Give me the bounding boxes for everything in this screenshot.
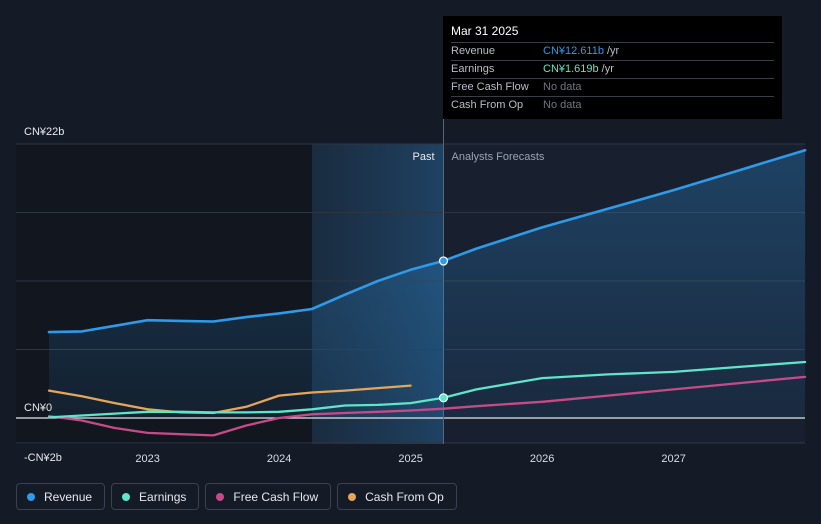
legend-item-free-cash-flow[interactable]: Free Cash Flow <box>205 483 332 510</box>
x-tick-label: 2025 <box>398 453 422 465</box>
tooltip-label: Earnings <box>451 63 495 75</box>
x-tick-label: 2027 <box>661 453 685 465</box>
tooltip-unit: /yr <box>601 63 614 75</box>
area-fills <box>49 150 806 418</box>
revenue-highlight-marker <box>438 256 449 266</box>
tooltip-unit: /yr <box>606 45 620 57</box>
legend-item-earnings[interactable]: Earnings <box>111 483 200 510</box>
line-chart: CN¥22b CN¥0 -CN¥2b 2023 2024 2025 2026 2027 Past… <box>16 94 807 465</box>
legend-label: Free Cash Flow <box>233 489 319 504</box>
tooltip-row-free-cash-flow: Free Cash Flow No data <box>451 78 774 96</box>
x-tick-label: 2023 <box>135 453 159 465</box>
legend-label: Cash From Op <box>365 489 444 504</box>
legend-label: Earnings <box>139 489 187 504</box>
y-tick-label: -CN¥2b <box>24 452 62 464</box>
revenue-area <box>49 150 806 418</box>
series-lines <box>47 148 807 437</box>
y-tick-label: CN¥22b <box>24 126 64 138</box>
past-label: Past <box>412 151 434 163</box>
tooltip-value: No data <box>543 99 582 111</box>
forecast-label: Analysts Forecasts <box>452 151 545 163</box>
tooltip-row-cash-from-op: Cash From Op No data <box>451 96 774 114</box>
earnings-dot-icon <box>122 492 131 501</box>
tooltip-label: Cash From Op <box>451 99 524 111</box>
highlight-markers <box>438 256 449 403</box>
tooltip-value: No data <box>543 81 582 93</box>
free-cash-flow-dot-icon <box>216 492 225 501</box>
y-tick-label: CN¥0 <box>24 402 52 414</box>
legend-label: Revenue <box>44 489 93 504</box>
x-tick-label: 2026 <box>530 453 554 465</box>
legend-item-revenue[interactable]: Revenue <box>16 483 106 510</box>
tooltip-label: Revenue <box>451 45 496 57</box>
legend-item-cash-from-op[interactable]: Cash From Op <box>337 483 457 510</box>
tooltip-row-revenue: Revenue CN¥12.611b /yr <box>451 42 774 60</box>
cash-from-op-dot-icon <box>348 492 357 501</box>
revenue-dot-icon <box>27 492 35 501</box>
tooltip-value: CN¥1.619b <box>543 63 599 75</box>
cash-from-op-line <box>47 384 412 415</box>
x-tick-label: 2024 <box>267 453 291 465</box>
axis-labels: CN¥22b CN¥0 -CN¥2b 2023 2024 2025 2026 2027 Past… <box>24 126 686 465</box>
earnings-highlight-marker <box>438 393 449 403</box>
tooltip-panel: Mar 31 2025 Revenue CN¥12.611b /yr Earni… <box>443 16 782 119</box>
chart-legend: Revenue Earnings Free Cash Flow Cash Fro… <box>16 483 457 510</box>
tooltip-label: Free Cash Flow <box>451 81 529 93</box>
tooltip-row-earnings: Earnings CN¥1.619b /yr <box>451 60 774 78</box>
tooltip-date: Mar 31 2025 <box>451 24 519 38</box>
tooltip-value: CN¥12.611b <box>543 45 604 57</box>
